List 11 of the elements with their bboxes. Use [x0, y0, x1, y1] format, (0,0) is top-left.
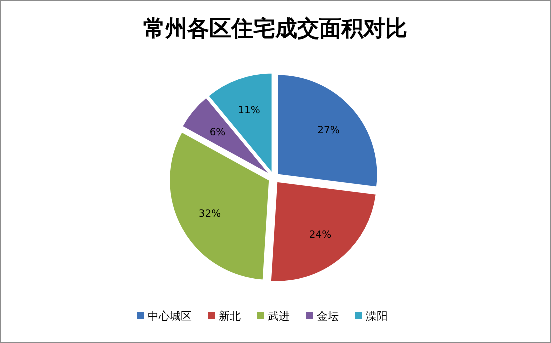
legend-label: 新北 [219, 310, 241, 323]
legend-label: 金坛 [317, 310, 339, 323]
legend-label: 中心城区 [148, 310, 192, 323]
data-label: 27% [318, 126, 340, 137]
data-label: 24% [309, 230, 332, 242]
data-label: 11% [238, 105, 260, 116]
legend-label: 武进 [268, 310, 290, 323]
data-label: 6% [210, 127, 226, 138]
chart-title: 常州各区住宅成交面积对比 [144, 16, 408, 42]
data-label: 32% [198, 209, 222, 220]
legend-label: 溧阳 [366, 310, 388, 323]
